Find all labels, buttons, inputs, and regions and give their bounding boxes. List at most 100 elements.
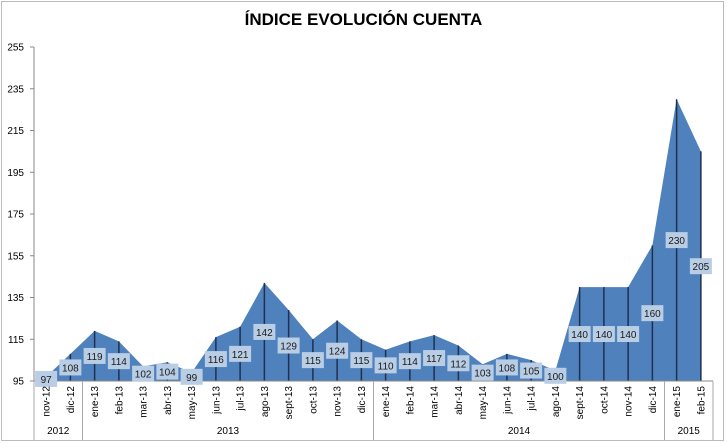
data-label: 115 [353, 356, 369, 367]
data-label-box [665, 232, 688, 249]
data-label-box [277, 337, 300, 354]
x-tick-label: oct-14 [599, 386, 610, 414]
data-label: 140 [596, 330, 613, 341]
data-label-box [204, 351, 227, 368]
x-tick-label: ene-14 [381, 386, 392, 418]
data-label: 100 [547, 372, 564, 383]
data-label: 140 [571, 330, 588, 341]
x-tick-label: nov-13 [333, 386, 344, 417]
x-tick-label: ene-13 [90, 386, 101, 418]
data-label-box [471, 364, 494, 381]
y-tick-label: 115 [8, 335, 24, 346]
data-label-box [374, 357, 397, 374]
x-tick-label: abr-13 [163, 386, 174, 415]
data-label-box [568, 326, 591, 343]
x-tick-label: feb-13 [114, 386, 125, 415]
data-label: 129 [280, 342, 297, 353]
x-tick-label: ene-15 [672, 386, 683, 418]
y-tick-label: 135 [7, 293, 24, 304]
data-label: 104 [159, 368, 176, 379]
data-label-box [641, 305, 664, 322]
x-tick-label: nov-12 [42, 386, 53, 417]
data-label-box [423, 350, 446, 367]
x-tick-label: mar-14 [430, 386, 441, 418]
x-tick-label: jul-13 [236, 386, 247, 412]
data-label: 103 [474, 369, 491, 380]
x-tick-label: sept-14 [575, 386, 586, 420]
x-tick-label: dic-12 [66, 386, 77, 414]
data-label: 121 [232, 350, 249, 361]
x-tick-label: feb-15 [696, 386, 707, 415]
data-label: 105 [523, 367, 540, 378]
data-label-box [398, 353, 421, 370]
x-tick-label: oct-13 [308, 386, 319, 414]
x-tick-label: dic-13 [357, 386, 368, 414]
data-label: 160 [644, 309, 661, 320]
data-label: 108 [62, 363, 79, 374]
y-tick-label: 195 [7, 168, 24, 179]
data-label: 114 [402, 357, 418, 368]
data-label: 117 [426, 354, 442, 365]
x-tick-label: dic-14 [648, 386, 659, 414]
data-label-box [592, 326, 615, 343]
data-label-box [447, 355, 470, 372]
data-label: 142 [256, 328, 273, 339]
data-label: 108 [499, 363, 516, 374]
y-tick-label: 215 [7, 126, 24, 137]
data-label: 99 [186, 373, 198, 384]
y-tick-label: 155 [7, 251, 24, 262]
x-tick-label: jul-14 [527, 386, 538, 412]
data-label-box [495, 359, 518, 376]
data-label-box [107, 353, 130, 370]
year-label: 2013 [217, 426, 240, 437]
data-label: 102 [135, 370, 152, 381]
data-label-box [253, 323, 276, 340]
data-label: 116 [208, 355, 224, 366]
x-tick-label: nov-14 [624, 386, 635, 417]
area-series [46, 99, 701, 381]
data-label-box [132, 365, 155, 382]
data-label-box [617, 326, 640, 343]
x-tick-label: ago-13 [260, 386, 271, 418]
data-label-box [326, 342, 349, 359]
data-label-box [59, 359, 82, 376]
year-label: 2012 [47, 426, 70, 437]
y-tick-label: 95 [13, 377, 25, 388]
y-tick-label: 175 [7, 210, 24, 221]
data-label-box [180, 368, 203, 385]
data-label-box [689, 258, 712, 275]
data-label-box [520, 362, 543, 379]
data-label: 140 [620, 330, 637, 341]
data-label: 115 [305, 356, 321, 367]
data-label: 230 [668, 236, 685, 247]
data-label-box [229, 345, 252, 362]
data-label: 112 [450, 359, 466, 370]
data-label-box [83, 347, 106, 364]
data-label-box [156, 363, 179, 380]
data-label: 110 [378, 361, 394, 372]
x-tick-label: abr-14 [454, 386, 465, 415]
data-label: 114 [111, 357, 127, 368]
data-label-box [350, 352, 373, 369]
data-label: 205 [693, 262, 710, 273]
y-tick-label: 235 [7, 84, 24, 95]
chart-title: ÍNDICE EVOLUCIÓN CUENTA [244, 10, 483, 29]
data-label-box [35, 370, 58, 387]
data-label: 124 [329, 347, 346, 358]
x-tick-label: may-14 [478, 386, 489, 420]
y-tick-label: 255 [7, 43, 24, 54]
x-tick-label: jun-14 [502, 386, 513, 415]
x-tick-label: may-13 [187, 386, 198, 420]
year-label: 2014 [508, 426, 531, 437]
x-tick-label: ago-14 [551, 386, 562, 418]
data-label: 97 [41, 375, 53, 386]
x-tick-label: feb-14 [405, 386, 416, 415]
x-tick-label: jun-13 [211, 386, 222, 415]
year-label: 2015 [678, 426, 701, 437]
data-label-box [544, 367, 567, 384]
x-tick-label: sept-13 [284, 386, 295, 420]
x-tick-label: mar-13 [139, 386, 150, 418]
data-label: 119 [87, 352, 103, 363]
